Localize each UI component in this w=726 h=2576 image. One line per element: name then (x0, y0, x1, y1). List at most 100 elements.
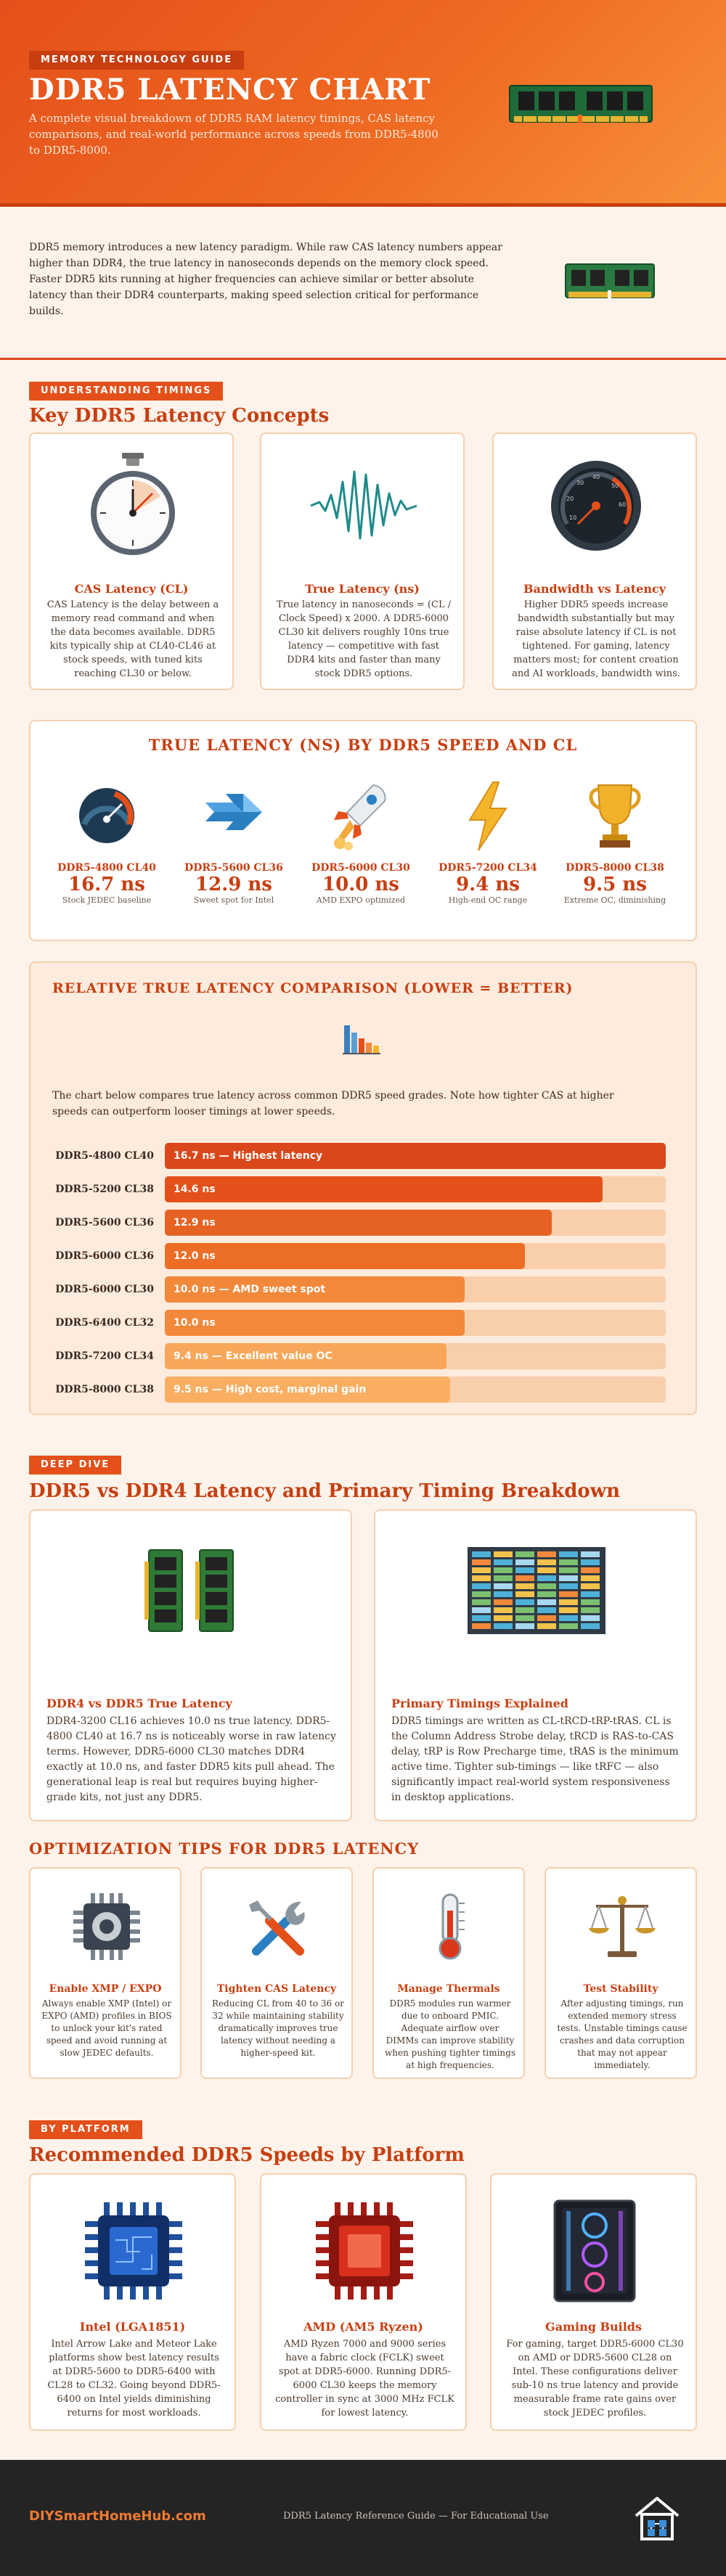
stopwatch-icon (91, 453, 175, 555)
timing-grid-cell (472, 1567, 491, 1573)
bar-label: DDR5-6000 CL30 (55, 1284, 154, 1295)
card-title: Tighten CAS Latency (216, 1983, 337, 1995)
timing-grid-cell (515, 1583, 534, 1589)
ram-modules-icon (144, 1549, 234, 1632)
bar-track: 16.7 ns — Highest latency (165, 1143, 666, 1169)
svg-text:10: 10 (569, 514, 576, 521)
timing-grid-cell (515, 1615, 534, 1621)
latency-value: 9.4 ns (456, 874, 520, 895)
latency-note: Sweet spot for Intel (193, 895, 274, 905)
latency-item: DDR5-8000 CL38 9.5 ns Extreme OC, dimini… (553, 779, 677, 905)
bar-track: 9.4 ns — Excellent value OC (165, 1343, 666, 1369)
bar-label: DDR5-6400 CL32 (55, 1317, 154, 1329)
timing-grid-cell (537, 1551, 556, 1557)
intro-section: DDR5 memory introduces a new latency par… (0, 207, 726, 359)
timing-grid-cell (559, 1623, 578, 1629)
bar-value-label: 12.0 ns (174, 1250, 216, 1262)
latency-value: 16.7 ns (68, 874, 145, 895)
timing-grid-cell (515, 1567, 534, 1573)
tip-card-xmp: Enable XMP / EXPO Always enable XMP (Int… (29, 1867, 182, 2079)
thermometer-icon (439, 1893, 465, 1960)
bar-chart-icon (343, 1025, 380, 1054)
card-text: True latency in nanoseconds = (CL / Cloc… (276, 599, 452, 679)
tip-card-thermals: Manage Thermals DDR5 modules run warmer … (372, 1867, 525, 2079)
timing-grid-cell (472, 1607, 491, 1613)
concept-card-cas: CAS Latency (CL) CAS Latency is the dela… (29, 432, 234, 690)
platform-card-amd: AMD (AM5 Ryzen) AMD Ryzen 7000 and 9000 … (260, 2173, 467, 2431)
latency-label: DDR5-6000 CL30 (311, 862, 410, 874)
bar-value-label: 16.7 ns — Highest latency (174, 1150, 323, 1162)
comparison-text: The chart below compares true latency ac… (52, 1090, 614, 1117)
timing-grid-cell (559, 1567, 578, 1573)
timing-grid-cell (494, 1591, 513, 1597)
timing-grid-cell (537, 1615, 556, 1621)
card-title: Intel (LGA1851) (79, 2320, 186, 2334)
latency-item: DDR5-5600 CL36 12.9 ns Sweet spot for In… (172, 779, 295, 905)
card-text: Always enable XMP (Intel) or EXPO (AMD) … (41, 1998, 172, 2058)
bar-row: DDR5-8000 CL38 9.5 ns — High cost, margin… (52, 1377, 677, 1403)
timing-grid-cell (537, 1559, 556, 1565)
timing-grid-cell (515, 1607, 534, 1613)
gaming-pc-icon (553, 2199, 636, 2302)
timing-grid-cell (559, 1583, 578, 1589)
bar-value-label: 9.4 ns — Excellent value OC (174, 1350, 333, 1362)
timing-grid-cell (515, 1623, 534, 1629)
timing-grid-cell (472, 1599, 491, 1605)
bar-track: 10.0 ns (165, 1310, 666, 1336)
bar-row: DDR5-6000 CL30 10.0 ns — AMD sweet spot (52, 1276, 677, 1303)
bar-label: DDR5-5600 CL36 (55, 1217, 154, 1228)
timing-grid-cell (494, 1575, 513, 1581)
latency-item: DDR5-4800 CL40 16.7 ns Stock JEDEC basel… (45, 779, 168, 905)
timing-grid-cell (494, 1583, 513, 1589)
latency-note: Extreme OC, diminishing (563, 895, 666, 905)
timing-grid-cell (581, 1567, 600, 1573)
tips-title: OPTIMIZATION TIPS FOR DDR5 LATENCY (29, 1839, 420, 1858)
card-text: DDR5 timings are written as CL-tRCD-tRP-… (391, 1715, 679, 1803)
bar-track: 12.0 ns (165, 1243, 666, 1269)
gauge-icon (79, 788, 134, 843)
comparison-panel: RELATIVE TRUE LATENCY COMPARISON (LOWER … (29, 961, 697, 1415)
footer-brand-link[interactable]: DIYSmartHomeHub.com (29, 2509, 206, 2524)
bar-fill (165, 1276, 465, 1303)
card-title: Test Stability (583, 1983, 658, 1995)
bar-row: DDR5-6400 CL32 10.0 ns (52, 1310, 677, 1336)
comparison-title: RELATIVE TRUE LATENCY COMPARISON (LOWER … (52, 980, 574, 996)
bar-value-label: 12.9 ns (174, 1217, 216, 1228)
platform-tag: BY PLATFORM (29, 2120, 142, 2139)
tip-card-cas: Tighten CAS Latency Reducing CL from 40 … (200, 1867, 353, 2079)
bar-label: DDR5-7200 CL34 (55, 1350, 154, 1362)
intel-chip-icon (85, 2202, 182, 2300)
timing-grid-cell (581, 1559, 600, 1565)
bar-fill (165, 1143, 666, 1169)
latency-note: Stock JEDEC baseline (62, 895, 152, 905)
arrow-icon (205, 794, 262, 830)
card-text: DDR5 modules run warmer due to onboard P… (385, 1998, 515, 2070)
amd-chip-icon (316, 2202, 413, 2300)
timing-grid-cell (472, 1575, 491, 1581)
section-divider (0, 358, 726, 360)
timing-grid-cell (537, 1599, 556, 1605)
timing-grid-cell (472, 1623, 491, 1629)
bar-fill (165, 1176, 603, 1202)
card-title: CAS Latency (CL) (74, 582, 189, 596)
timing-grid-cell (559, 1559, 578, 1565)
timing-grid-cell (559, 1607, 578, 1613)
timing-grid-cell (494, 1623, 513, 1629)
timing-grid-cell (472, 1583, 491, 1589)
deep-dive-tag: DEEP DIVE (29, 1456, 122, 1474)
timing-grid-cell (559, 1591, 578, 1597)
latency-note: AMD EXPO optimized (316, 895, 406, 905)
lightning-icon (468, 782, 507, 851)
tools-icon (249, 1900, 305, 1956)
ram-stick-icon (509, 85, 653, 123)
header-subtitle: A complete visual breakdown of DDR5 RAM … (29, 112, 439, 157)
true-latency-title: TRUE LATENCY (NS) BY DDR5 SPEED AND CL (148, 736, 578, 754)
concept-card-true-latency: True Latency (ns) True latency in nanose… (260, 432, 465, 690)
bar-label: DDR5-6000 CL36 (55, 1250, 154, 1262)
latency-item: DDR5-7200 CL34 9.4 ns High-end OC range (426, 779, 550, 905)
bar-value-label: 14.6 ns (174, 1184, 216, 1195)
timing-grid-cell (559, 1575, 578, 1581)
platform-card-intel: Intel (LGA1851) Intel Arrow Lake and Met… (29, 2173, 236, 2431)
bar-row: DDR5-7200 CL34 9.4 ns — Excellent value O… (52, 1343, 677, 1369)
card-title: Bandwidth vs Latency (523, 582, 666, 596)
